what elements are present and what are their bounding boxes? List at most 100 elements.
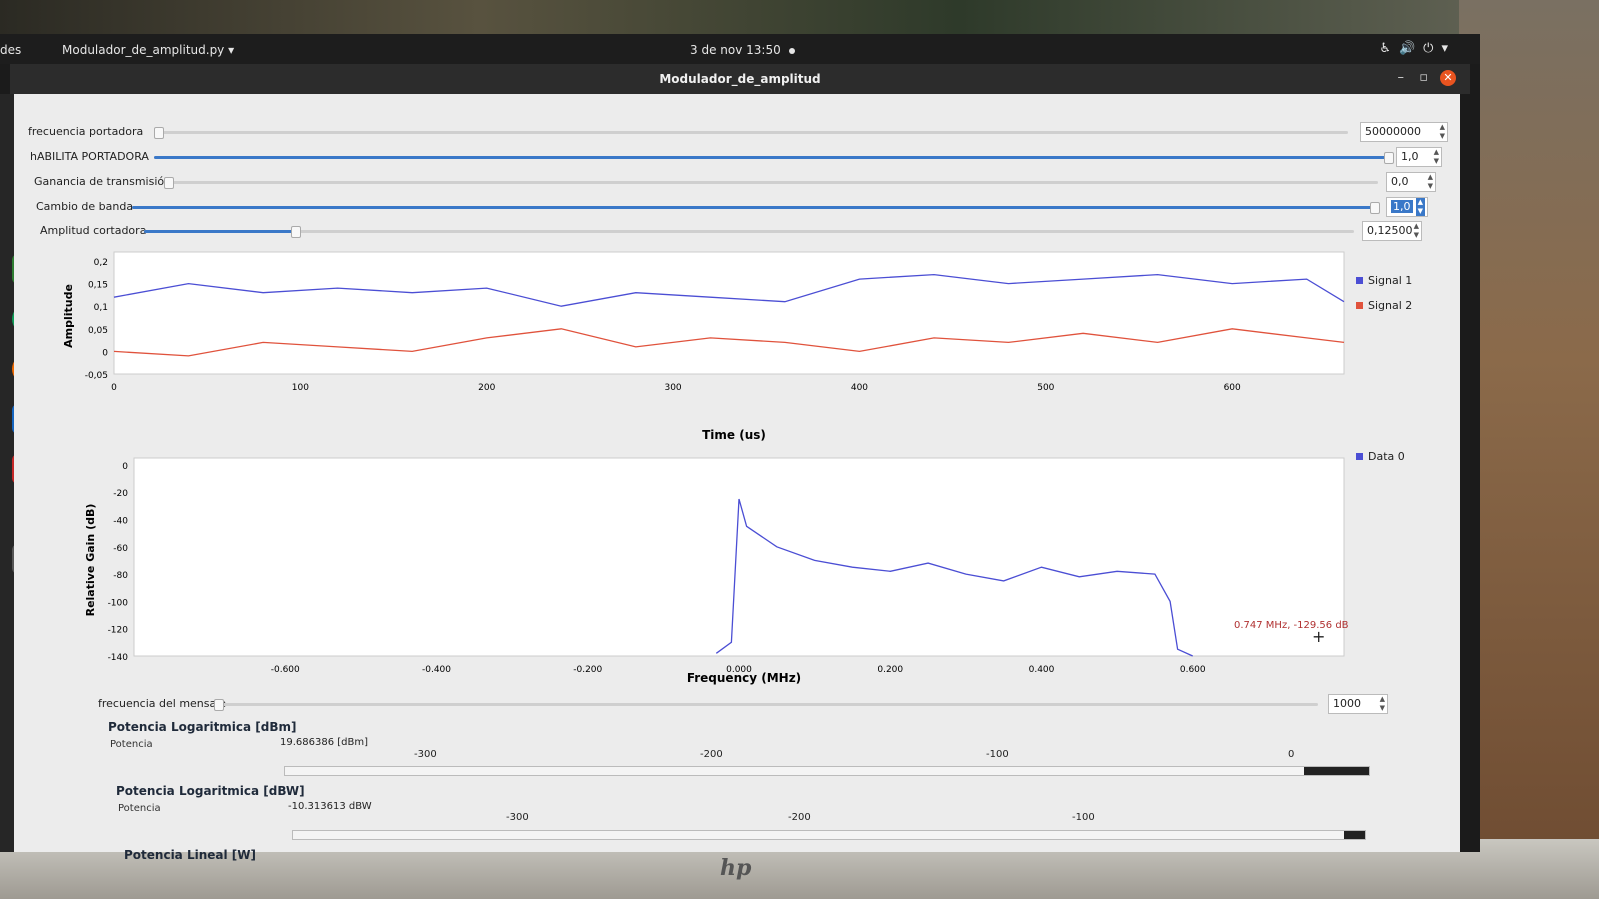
series-line-2 [113, 328, 1345, 357]
power-dbw-value: -10.313613 dBW [288, 801, 372, 812]
slider-track[interactable] [214, 699, 1318, 711]
power-dbw-label: Potencia [118, 803, 161, 814]
x-tick-label: 0 [111, 383, 117, 393]
time-plot-area[interactable] [113, 251, 1345, 375]
power-icon[interactable]: ⏻ [1423, 41, 1442, 56]
spinbox-value: 1000 [1333, 697, 1361, 710]
window-title: Modulador_de_amplitud [659, 72, 821, 86]
legend-signal-2[interactable]: Signal 2 [1356, 299, 1412, 312]
control-label: Ganancia de transmisión [34, 175, 172, 188]
spinbox[interactable]: 1,0 ▲ ▼ [1396, 147, 1442, 167]
x-tick-label: 0.400 [1029, 665, 1055, 675]
y-tick-label: -100 [108, 598, 129, 608]
clock[interactable]: 3 de nov 13:50 [690, 43, 795, 57]
power-dbw-scale: -300 -200 -100 [292, 812, 1372, 824]
power-linear-title: Potencia Lineal [W] [124, 848, 256, 862]
time-plot-ylabel: Amplitude [62, 284, 75, 348]
x-tick-label: 200 [478, 383, 495, 393]
accessibility-icon[interactable]: ♿ [1379, 41, 1399, 56]
activities-button[interactable]: des [0, 43, 22, 57]
slider-track[interactable] [154, 152, 1394, 164]
spin-arrows-icon[interactable]: ▲ ▼ [1427, 173, 1433, 190]
legend-data-0[interactable]: Data 0 [1356, 450, 1405, 463]
slider-track[interactable] [132, 202, 1380, 214]
legend-signal-1[interactable]: Signal 1 [1356, 274, 1412, 287]
x-tick-label: -0.600 [271, 665, 300, 675]
spinbox[interactable]: 1,0 ▲ ▼ [1386, 197, 1428, 217]
crosshair-icon: + [1312, 627, 1325, 646]
slider-track[interactable] [154, 127, 1348, 139]
x-tick-label: 400 [851, 383, 868, 393]
y-tick-label: -20 [113, 489, 128, 499]
scale-tick: -200 [700, 749, 723, 760]
time-plot[interactable]: Amplitude Time (us) 0,20,150,10,050-0,05… [54, 244, 1394, 444]
frequency-plot-area[interactable] [133, 457, 1345, 657]
power-dbm-value: 19.686386 [dBm] [280, 737, 369, 748]
slider-knob[interactable] [154, 127, 164, 139]
power-dbw-bar [292, 830, 1366, 840]
x-tick-label: 0.200 [877, 665, 903, 675]
spinbox[interactable]: 0,12500 ▲ ▼ [1362, 221, 1422, 241]
maximize-button[interactable]: ▫ [1419, 70, 1428, 85]
control-label: Cambio de banda [36, 200, 134, 213]
x-tick-label: -0.400 [422, 665, 451, 675]
legend-label: Signal 1 [1368, 274, 1413, 287]
y-tick-label: 0 [122, 462, 128, 472]
chevron-down-icon[interactable]: ▾ [1441, 41, 1456, 56]
y-tick-label: -40 [113, 516, 128, 526]
control-label: hABILITA PORTADORA [30, 150, 149, 163]
gnome-topbar: des Modulador_de_amplitud.py ▾ 3 de nov … [0, 34, 1480, 64]
control-frecuencia-mensaje: frecuencia del mensaje 1000 ▲ ▼ [98, 694, 1398, 716]
spinbox-value: 0,12500 [1367, 224, 1413, 237]
power-dbw-bar-fill [1343, 831, 1365, 839]
x-tick-label: 0.600 [1180, 665, 1206, 675]
slider-track[interactable] [164, 177, 1378, 189]
control-label: Amplitud cortadora [40, 224, 147, 237]
control-cambio-de-banda: Cambio de banda 1,0 ▲ ▼ [36, 197, 1448, 219]
control-label: frecuencia del mensaje [98, 697, 227, 710]
time-plot-xlabel: Time (us) [702, 428, 766, 442]
spinbox[interactable]: 1000 ▲ ▼ [1328, 694, 1388, 714]
slider-knob[interactable] [214, 699, 224, 711]
power-dbm-bar [284, 766, 1370, 776]
slider-knob[interactable] [164, 177, 174, 189]
power-dbm-bar-fill [1303, 767, 1369, 775]
power-dbm-label: Potencia [110, 739, 153, 750]
control-frecuencia-portadora: frecuencia portadora 50000000 ▲ ▼ [28, 122, 1448, 144]
slider-knob[interactable] [291, 226, 302, 238]
close-button[interactable]: ✕ [1440, 70, 1456, 86]
spinbox[interactable]: 50000000 ▲ ▼ [1360, 122, 1448, 142]
frequency-plot[interactable]: Relative Gain (dB) Frequency (MHz) 0 -20 -… [74, 450, 1364, 690]
minimize-button[interactable]: – [1397, 70, 1405, 85]
legend-label: Data 0 [1368, 450, 1405, 463]
y-tick-label: 0 [102, 348, 108, 358]
spin-arrows-icon[interactable]: ▲ ▼ [1439, 123, 1445, 140]
scale-tick: 0 [1288, 749, 1295, 760]
volume-icon[interactable]: 🔊 [1398, 41, 1424, 56]
x-tick-label: 100 [292, 383, 309, 393]
series-line-1 [113, 273, 1345, 307]
series-line-1 [715, 498, 1193, 657]
control-ganancia-transmision: Ganancia de transmisión 0,0 ▲ ▼ [34, 172, 1448, 194]
scale-tick: -100 [986, 749, 1009, 760]
window-titlebar: Modulador_de_amplitud – ▫ ✕ [10, 64, 1470, 94]
slider-track[interactable] [144, 226, 1354, 238]
spin-arrows-icon[interactable]: ▲ ▼ [1415, 198, 1425, 216]
spin-arrows-icon[interactable]: ▲ ▼ [1433, 148, 1439, 165]
system-tray[interactable]: ♿🔊⏻▾ [1379, 41, 1456, 56]
spinbox[interactable]: 0,0 ▲ ▼ [1386, 172, 1436, 192]
legend-swatch-icon [1356, 302, 1363, 309]
spin-arrows-icon[interactable]: ▲ ▼ [1413, 222, 1419, 239]
legend-swatch-icon [1356, 277, 1363, 284]
y-tick-label: 0,2 [94, 258, 108, 268]
cursor-readout: 0.747 MHz, -129.56 dB [1234, 620, 1349, 631]
hp-logo: hp [720, 855, 752, 881]
control-habilita-portadora: hABILITA PORTADORA 1,0 ▲ ▼ [30, 147, 1448, 169]
slider-knob[interactable] [1384, 152, 1394, 164]
slider-knob[interactable] [1370, 202, 1380, 214]
spin-arrows-icon[interactable]: ▲ ▼ [1379, 695, 1385, 712]
frequency-plot-xlabel: Frequency (MHz) [687, 671, 801, 685]
app-menu[interactable]: Modulador_de_amplitud.py ▾ [62, 43, 235, 57]
x-tick-label: 300 [664, 383, 681, 393]
scale-tick: -200 [788, 812, 811, 823]
